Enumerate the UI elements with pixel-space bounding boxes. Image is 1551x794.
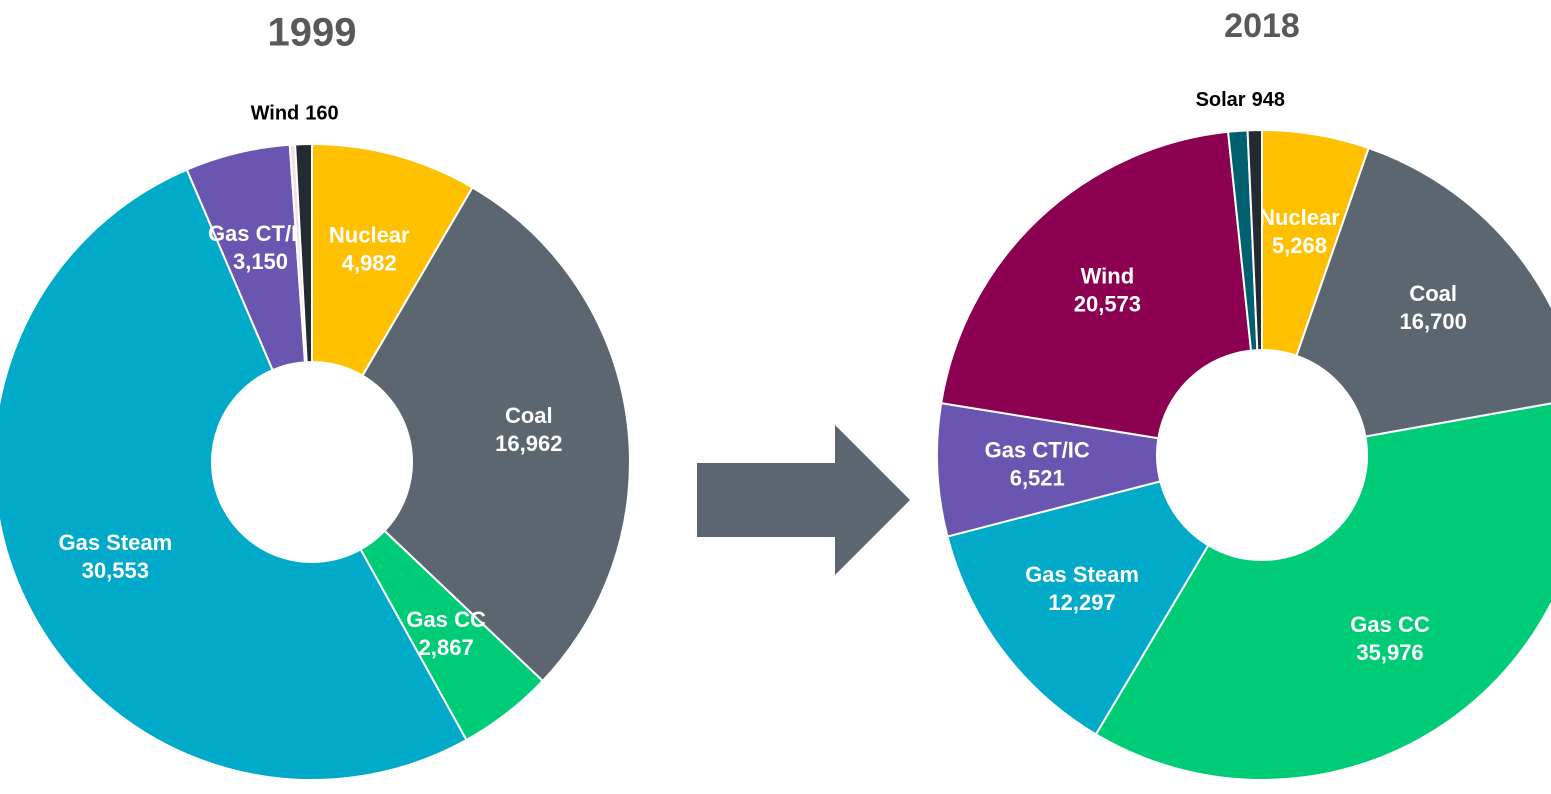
label-value: 35,976 (1356, 640, 1423, 665)
label-name: Gas Steam (58, 530, 172, 555)
slice (311, 142, 474, 378)
label-value: 30,553 (82, 558, 149, 583)
label-name: Wind (1081, 263, 1135, 288)
slice (361, 186, 631, 683)
label-value: 12,297 (1048, 590, 1115, 615)
label-name: Coal (1409, 281, 1457, 306)
label-value: 4,982 (342, 250, 397, 275)
slice (294, 142, 313, 364)
slice (1246, 128, 1263, 352)
slice (946, 480, 1210, 736)
label-name: Nuclear (1259, 205, 1340, 230)
label-value: 6,521 (1010, 465, 1065, 490)
label-value: 16,962 (495, 431, 562, 456)
arrow (697, 425, 910, 575)
label-name: Wind (251, 103, 300, 125)
label-value: 3,150 (233, 249, 288, 274)
label-value: 160 (305, 103, 338, 125)
label-name: Nuclear (329, 222, 410, 247)
label-value: 5,268 (1272, 233, 1327, 258)
label-name: Gas CC (1350, 612, 1430, 637)
chart-title: 1999 (268, 11, 357, 55)
label-value: 2,867 (419, 635, 474, 660)
data-label: Wind 160 (251, 103, 339, 125)
label-name: Solar (1196, 89, 1246, 111)
slice (940, 130, 1253, 440)
chart-title: 2018 (1224, 7, 1300, 45)
slice (0, 168, 468, 781)
label-value: 16,700 (1400, 309, 1467, 334)
label-value: 20,573 (1074, 291, 1141, 316)
slice (1295, 146, 1551, 438)
label-name: Coal (505, 403, 553, 428)
data-label: Solar 948 (1196, 89, 1285, 111)
label-value: 948 (1252, 89, 1285, 111)
slice (1094, 402, 1551, 781)
label-name: Gas CC (406, 607, 486, 632)
label-name: Gas CT/IC (985, 437, 1090, 462)
label-name: Gas Steam (1025, 562, 1139, 587)
